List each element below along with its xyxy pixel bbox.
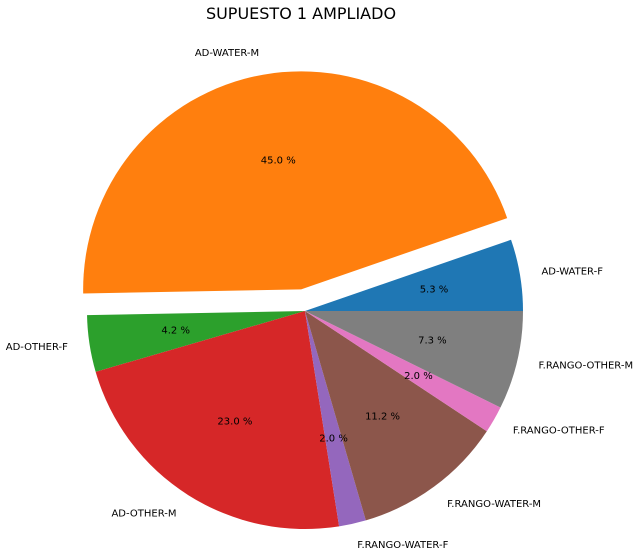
pct-label-ad-other-m: 23.0 % [217,416,252,427]
pie-slice-f-rango-other-m [305,311,523,408]
pie-slices [83,71,523,529]
pie-slice-f-rango-water-m [305,311,487,521]
category-label-ad-other-m: AD-OTHER-M [111,508,176,519]
pct-label-f-rango-water-m: 11.2 % [365,411,400,422]
pct-label-f-rango-other-f: 2.0 % [404,371,433,382]
percentage-labels: 5.3 % 45.0 % 4.2 % 23.0 % 2.0 % 11.2 % 2.0 % 7.… [161,156,448,445]
category-label-f-rango-other-m: F.RANGO-OTHER-M [539,361,634,372]
category-label-ad-water-f: AD-WATER-F [541,266,603,277]
category-labels: AD-WATER-F AD-WATER-M AD-OTHER-F AD-OTHER-M… [6,48,633,551]
pct-label-ad-other-f: 4.2 % [161,326,190,337]
category-label-f-rango-water-m: F.RANGO-WATER-M [447,499,541,510]
pct-label-f-rango-water-f: 2.0 % [319,434,348,445]
category-label-f-rango-water-f: F.RANGO-WATER-F [357,540,448,551]
pct-label-ad-water-m: 45.0 % [261,156,296,167]
pie-slice-f-rango-water-f [305,311,366,527]
pct-label-f-rango-other-m: 7.3 % [418,336,447,347]
pie-slice-ad-water-m [83,71,508,294]
pie-slice-f-rango-other-f [305,311,501,432]
pie-slice-ad-other-m [95,311,340,529]
pie-slice-ad-water-f [305,239,523,311]
pct-label-ad-water-f: 5.3 % [420,284,449,295]
chart-title: SUPUESTO 1 AMPLIADO [206,4,396,23]
pie-slice-ad-other-f [87,311,305,372]
category-label-ad-water-m: AD-WATER-M [195,48,259,59]
category-label-f-rango-other-f: F.RANGO-OTHER-F [513,425,605,436]
category-label-ad-other-f: AD-OTHER-F [6,342,68,353]
